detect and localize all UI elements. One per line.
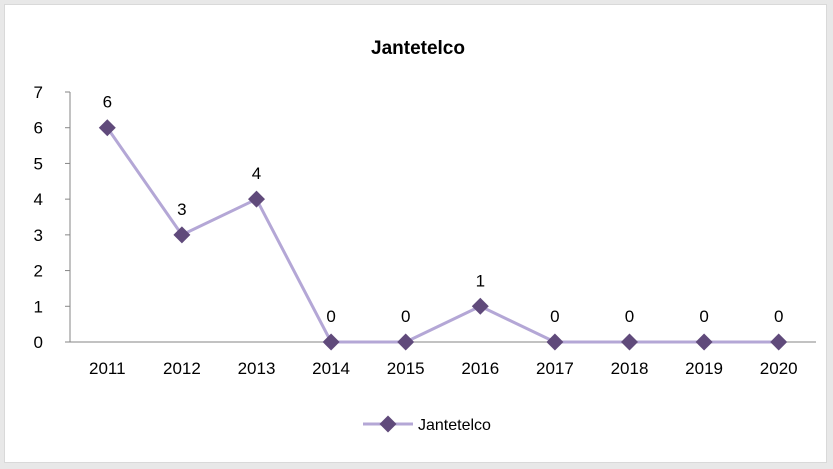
data-point-marker — [323, 334, 340, 351]
x-tick-label: 2012 — [163, 359, 201, 378]
data-label: 0 — [699, 307, 708, 326]
legend-marker — [380, 416, 397, 433]
y-tick-label: 1 — [34, 297, 43, 316]
data-label: 1 — [476, 271, 485, 290]
x-tick-label: 2017 — [536, 359, 574, 378]
y-tick-label: 5 — [34, 154, 43, 173]
x-tick-label: 2018 — [611, 359, 649, 378]
data-point-marker — [696, 334, 713, 351]
legend: Jantetelco — [363, 416, 491, 434]
y-tick-label: 6 — [34, 119, 43, 138]
x-tick-label: 2015 — [387, 359, 425, 378]
data-label: 6 — [103, 93, 112, 112]
data-label: 0 — [625, 307, 634, 326]
x-tick-label: 2016 — [461, 359, 499, 378]
data-label: 0 — [401, 307, 410, 326]
data-label: 0 — [774, 307, 783, 326]
data-point-marker — [546, 334, 563, 351]
y-tick-label: 7 — [34, 83, 43, 102]
data-point-marker — [248, 191, 265, 208]
legend-label: Jantetelco — [418, 417, 491, 434]
data-label: 3 — [177, 200, 186, 219]
x-tick-label: 2013 — [238, 359, 276, 378]
data-point-marker — [621, 334, 638, 351]
markers-group — [99, 119, 787, 350]
y-tick-label: 4 — [34, 190, 43, 209]
x-tick-label: 2014 — [312, 359, 350, 378]
data-point-marker — [770, 334, 787, 351]
x-tick-label: 2020 — [760, 359, 798, 378]
data-labels-group: 6 3 4 0 0 1 0 0 0 0 — [103, 93, 784, 326]
series-line — [107, 128, 778, 342]
y-tick-label: 2 — [34, 262, 43, 281]
data-label: 0 — [550, 307, 559, 326]
y-tick-label: 0 — [34, 333, 43, 352]
data-label: 0 — [326, 307, 335, 326]
x-tick-label: 2019 — [685, 359, 723, 378]
series-line-group — [107, 128, 778, 342]
data-point-marker — [472, 298, 489, 315]
chart-title: Jantetelco — [371, 38, 465, 59]
y-tick-label: 3 — [34, 226, 43, 245]
data-label: 4 — [252, 164, 261, 183]
x-tick-label: 2011 — [89, 359, 126, 378]
data-point-marker — [397, 334, 414, 351]
